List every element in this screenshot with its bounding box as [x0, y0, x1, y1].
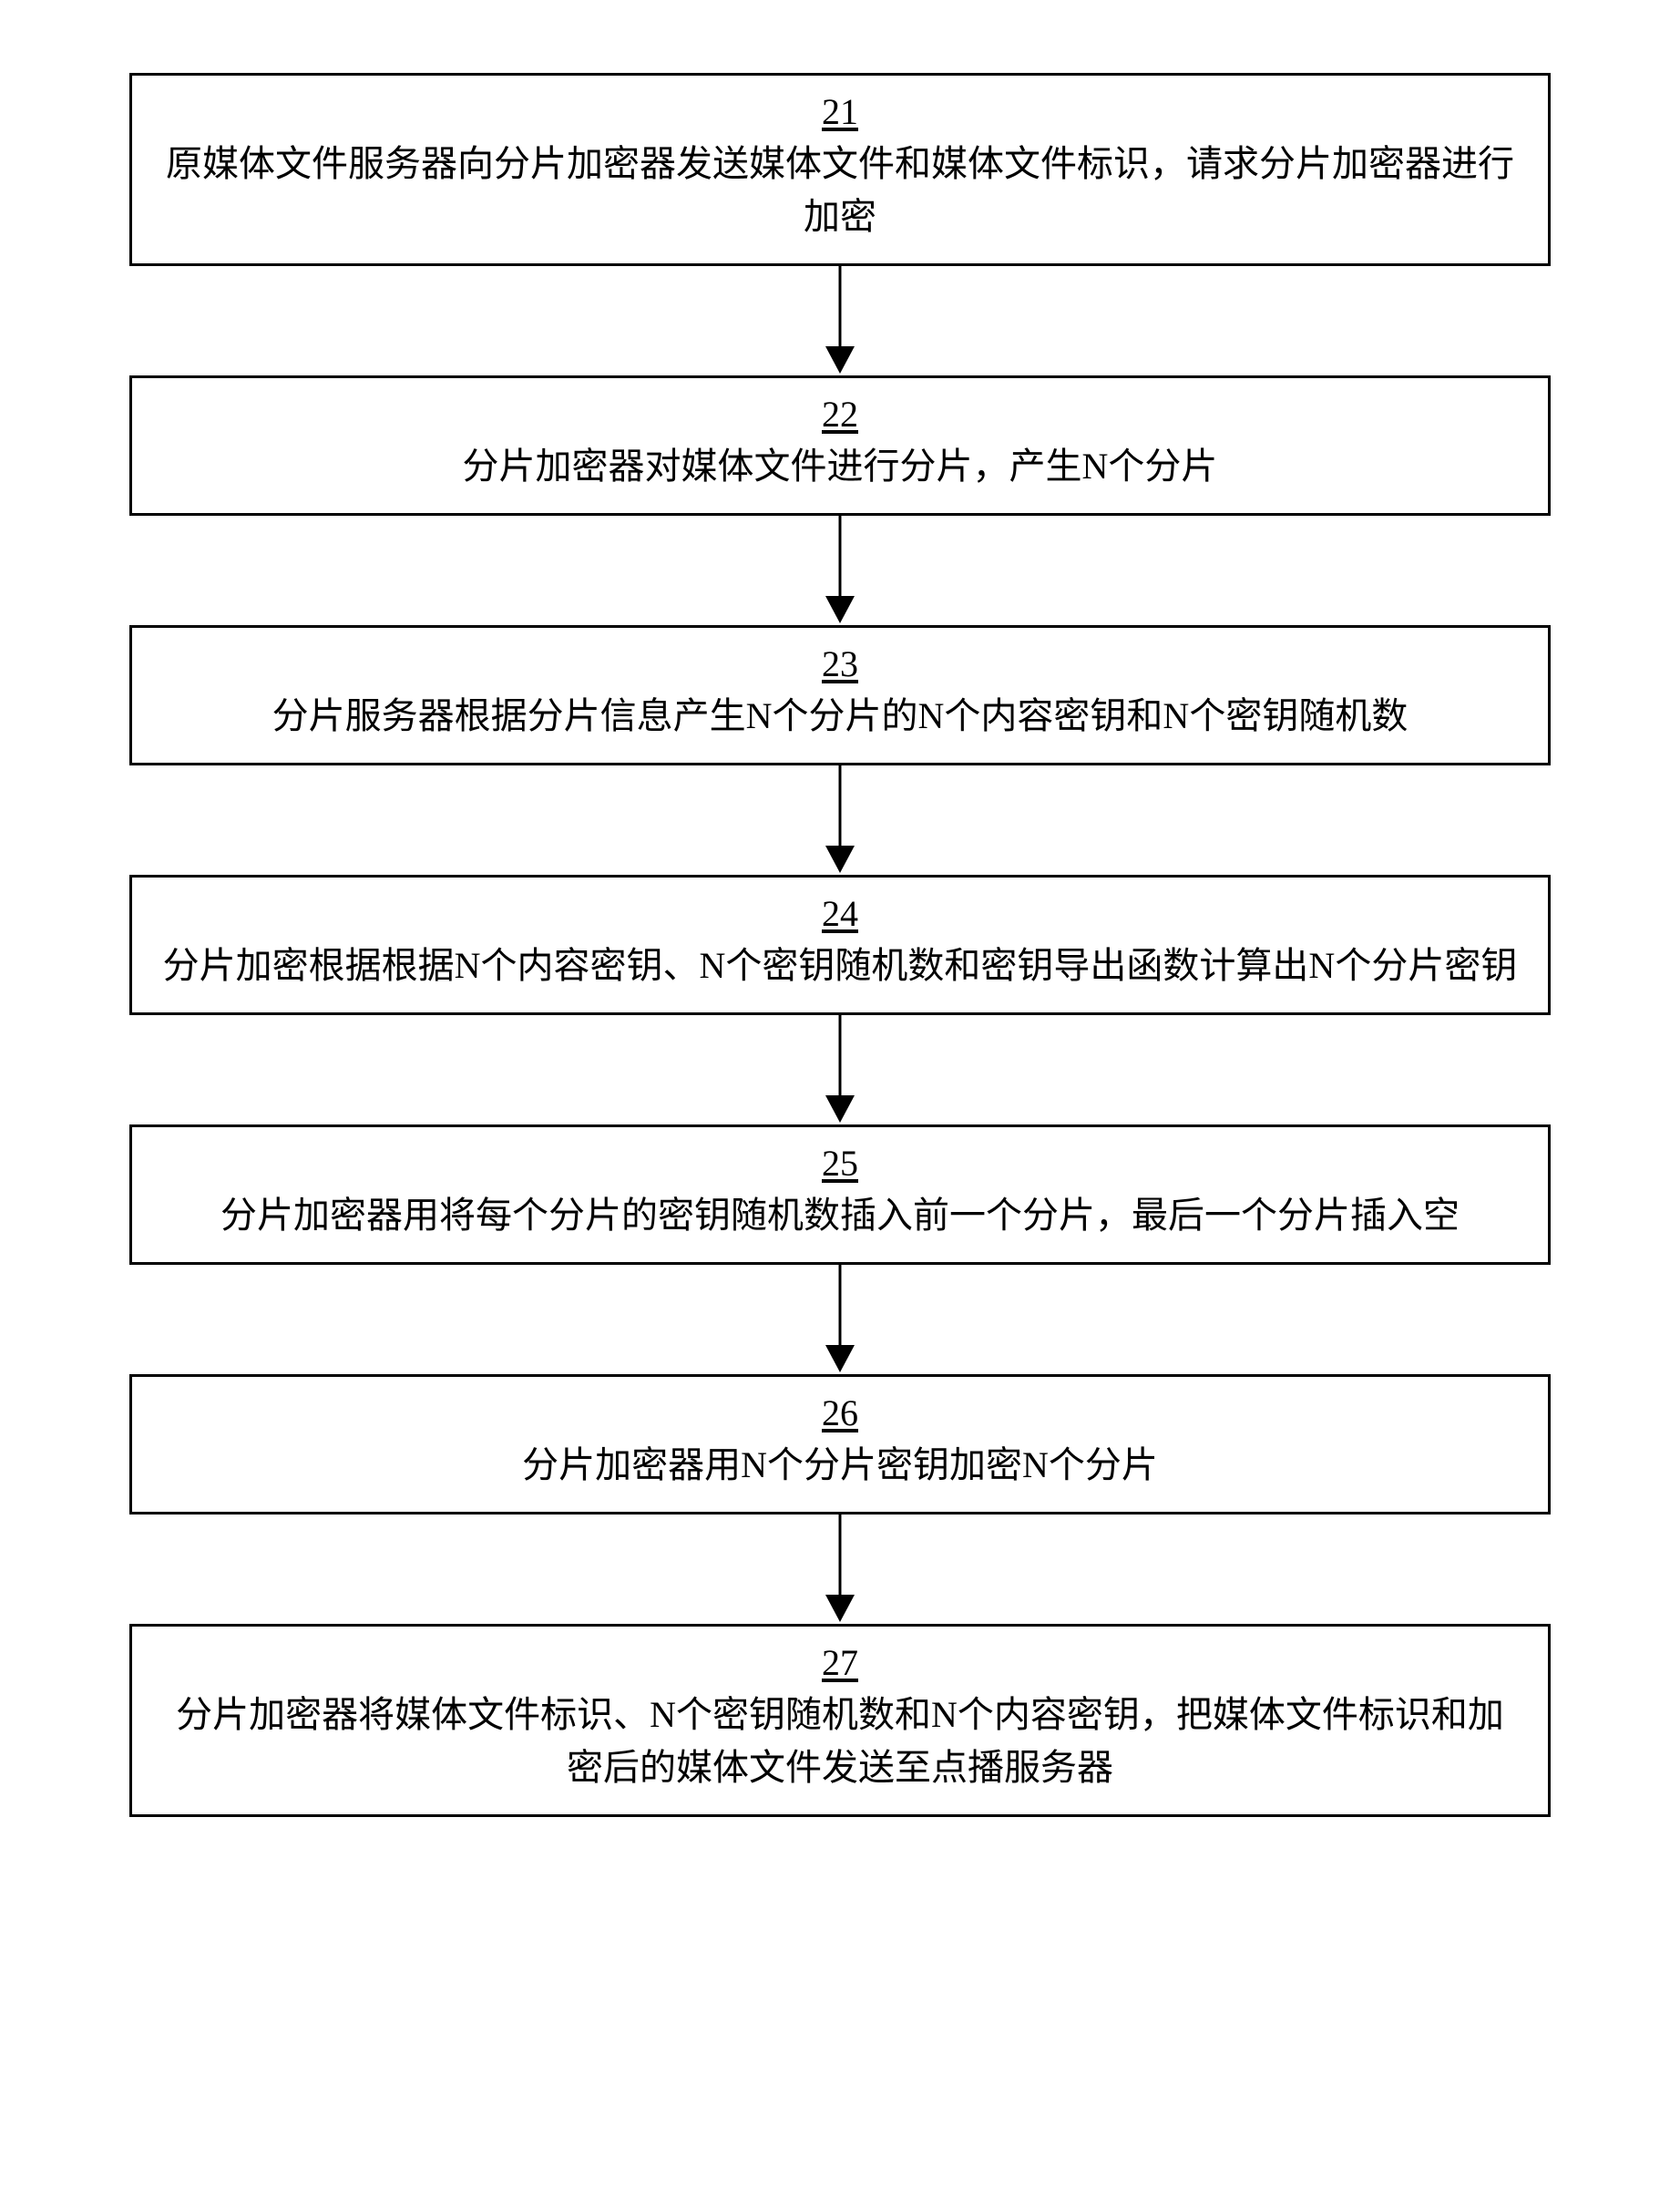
step-box-22: 22 分片加密器对媒体文件进行分片，产生N个分片 — [129, 375, 1551, 516]
arrow — [822, 516, 858, 625]
arrow — [822, 1514, 858, 1624]
step-text: 分片加密器对媒体文件进行分片，产生N个分片 — [159, 440, 1521, 493]
step-text: 原媒体文件服务器向分片加密器发送媒体文件和媒体文件标识，请求分片加密器进行加密 — [159, 138, 1521, 243]
step-number: 22 — [159, 391, 1521, 438]
arrow — [822, 1015, 858, 1124]
flowchart-container: 21 原媒体文件服务器向分片加密器发送媒体文件和媒体文件标识，请求分片加密器进行… — [129, 73, 1551, 1817]
arrow — [822, 1265, 858, 1374]
step-box-25: 25 分片加密器用将每个分片的密钥随机数插入前一个分片，最后一个分片插入空 — [129, 1124, 1551, 1265]
step-text: 分片加密器用N个分片密钥加密N个分片 — [159, 1439, 1521, 1492]
step-box-23: 23 分片服务器根据分片信息产生N个分片的N个内容密钥和N个密钥随机数 — [129, 625, 1551, 765]
arrow — [822, 266, 858, 375]
arrow — [822, 765, 858, 875]
step-number: 25 — [159, 1140, 1521, 1187]
step-number: 23 — [159, 641, 1521, 688]
step-number: 26 — [159, 1390, 1521, 1437]
step-text: 分片加密根据根据N个内容密钥、N个密钥随机数和密钥导出函数计算出N个分片密钥 — [159, 939, 1521, 992]
step-box-27: 27 分片加密器将媒体文件标识、N个密钥随机数和N个内容密钥，把媒体文件标识和加… — [129, 1624, 1551, 1817]
step-box-24: 24 分片加密根据根据N个内容密钥、N个密钥随机数和密钥导出函数计算出N个分片密… — [129, 875, 1551, 1015]
step-text: 分片服务器根据分片信息产生N个分片的N个内容密钥和N个密钥随机数 — [159, 690, 1521, 743]
step-number: 27 — [159, 1639, 1521, 1687]
step-text: 分片加密器将媒体文件标识、N个密钥随机数和N个内容密钥，把媒体文件标识和加密后的… — [159, 1689, 1521, 1794]
step-number: 21 — [159, 88, 1521, 136]
step-box-26: 26 分片加密器用N个分片密钥加密N个分片 — [129, 1374, 1551, 1514]
step-text: 分片加密器用将每个分片的密钥随机数插入前一个分片，最后一个分片插入空 — [159, 1189, 1521, 1242]
step-box-21: 21 原媒体文件服务器向分片加密器发送媒体文件和媒体文件标识，请求分片加密器进行… — [129, 73, 1551, 266]
step-number: 24 — [159, 890, 1521, 938]
